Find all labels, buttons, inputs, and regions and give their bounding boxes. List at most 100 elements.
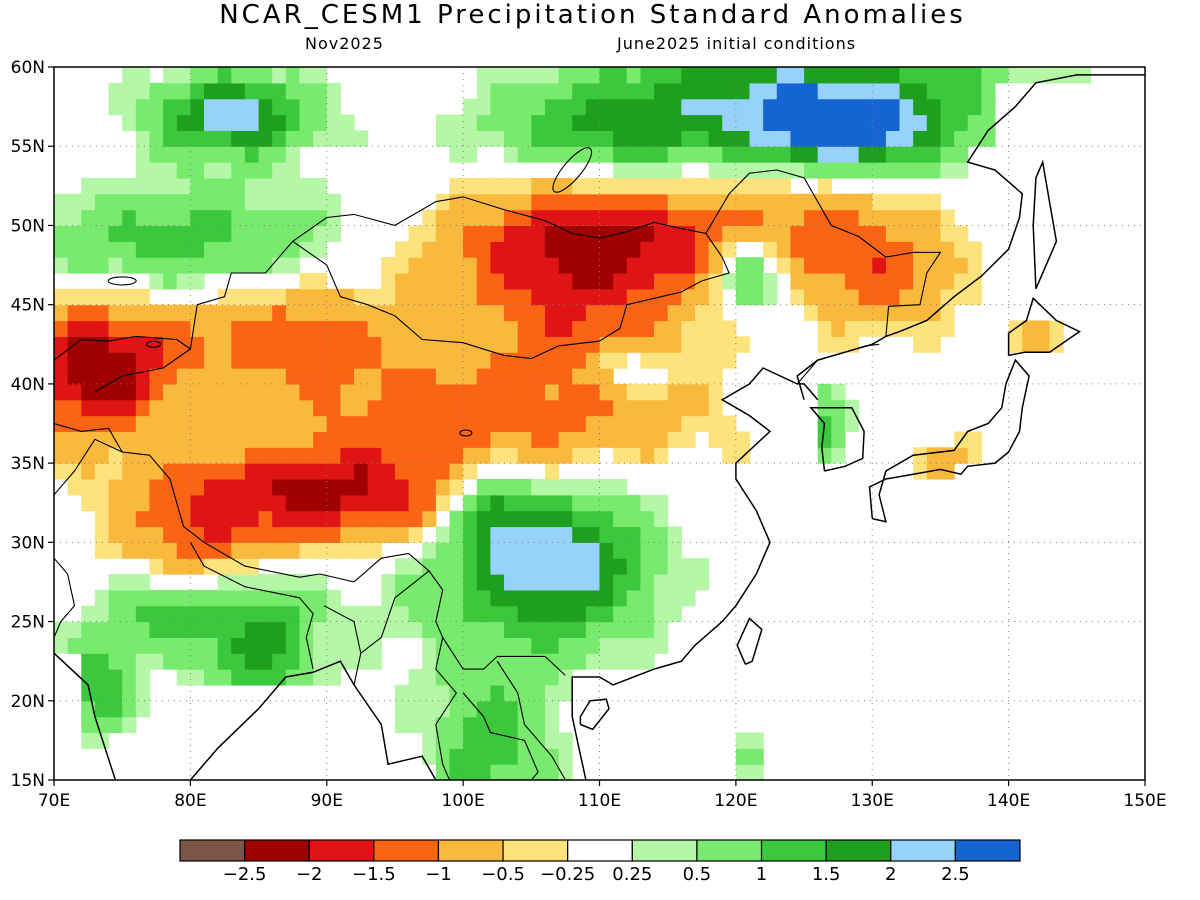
anomaly-cell [490,447,505,464]
anomaly-cell [217,336,232,353]
anomaly-cell [394,431,410,448]
lat-label: 40N [11,375,45,395]
anomaly-cell [135,574,151,591]
anomaly-cell [681,67,696,84]
anomaly-cell [640,383,655,401]
anomaly-cell [817,336,832,353]
anomaly-cell [67,431,82,448]
anomaly-cell [694,320,710,337]
anomaly-cell [694,209,710,227]
anomaly-cell [463,574,478,591]
anomaly-cell [708,82,723,100]
anomaly-cell [258,162,273,179]
anomaly-cell [763,130,778,147]
anomaly-cell [544,67,560,84]
anomaly-cell [667,526,682,543]
anomaly-cell [640,336,655,353]
anomaly-cell [408,526,423,543]
anomaly-cell [285,447,301,464]
anomaly-cell [504,130,519,147]
anomaly-cell [967,82,982,100]
anomaly-cell [54,257,69,274]
anomaly-cell [572,146,587,163]
anomaly-cell [163,67,178,84]
anomaly-cell [217,589,232,607]
anomaly-cell [108,98,123,116]
anomaly-cell [613,146,628,163]
anomaly-cell [926,209,942,227]
anomaly-cell [463,716,478,734]
anomaly-cell [299,114,314,131]
anomaly-cell [844,415,860,433]
anomaly-cell [217,67,232,84]
anomaly-cell [94,193,110,211]
anomaly-cell [231,637,246,654]
anomaly-cell [258,399,273,417]
anomaly-cell [272,526,287,543]
anomaly-cell [408,431,423,448]
anomaly-cell [804,193,819,211]
anomaly-cell [558,114,573,131]
anomaly-cell [558,399,573,417]
anomaly-cell [476,209,491,227]
anomaly-cell [654,621,669,638]
anomaly-cell [176,431,191,448]
anomaly-cell [244,399,260,417]
anomaly-cell [108,494,123,512]
anomaly-cell [463,589,478,607]
anomaly-cell [558,368,573,385]
anomaly-cell [149,415,164,433]
anomaly-cell [163,336,178,353]
anomaly-cell [967,288,982,306]
anomaly-cell [122,574,137,591]
anomaly-cell [654,209,669,227]
anomaly-cell [654,542,669,559]
anomaly-cell [190,177,205,195]
anomaly-cell [490,574,505,591]
anomaly-cell [572,589,587,607]
anomaly-cell [149,320,164,337]
anomaly-cell [899,193,914,211]
anomaly-cell [81,304,96,322]
anomaly-cell [258,478,273,496]
anomaly-cell [272,431,287,448]
anomaly-cell [585,637,601,654]
anomaly-cell [790,241,805,258]
anomaly-cell [694,193,710,211]
anomaly-cell [626,288,642,306]
anomaly-cell [408,447,423,464]
anomaly-cell [231,368,246,385]
anomaly-cell [490,526,505,543]
anomaly-cell [1063,67,1078,84]
anomaly-cell [272,82,287,100]
anomaly-cell [735,130,751,147]
anomaly-cell [285,510,301,528]
anomaly-cell [899,272,914,290]
anomaly-cell [422,383,437,401]
anomaly-cell [954,146,969,163]
anomaly-cell [640,225,655,242]
anomaly-cell [367,526,382,543]
anomaly-cell [640,98,655,116]
anomaly-cell [654,510,669,528]
anomaly-cell [872,114,887,131]
anomaly-cell [804,241,819,258]
anomaly-cell [585,288,601,306]
anomaly-cell [599,209,614,227]
anomaly-cell [217,463,232,480]
anomaly-cell [449,130,464,147]
anomaly-cell [858,241,873,258]
anomaly-cell [81,494,96,512]
anomaly-cell [940,209,955,227]
anomaly-cell [231,478,246,496]
anomaly-cell [244,415,260,433]
anomaly-cell [299,383,314,401]
anomaly-cell [899,288,914,306]
anomaly-cell [272,478,287,496]
anomaly-cell [244,304,260,322]
anomaly-cell [163,494,178,512]
anomaly-cell [108,574,123,591]
anomaly-cell [490,225,505,242]
anomaly-cell [572,526,587,543]
anomaly-cell [313,193,328,211]
